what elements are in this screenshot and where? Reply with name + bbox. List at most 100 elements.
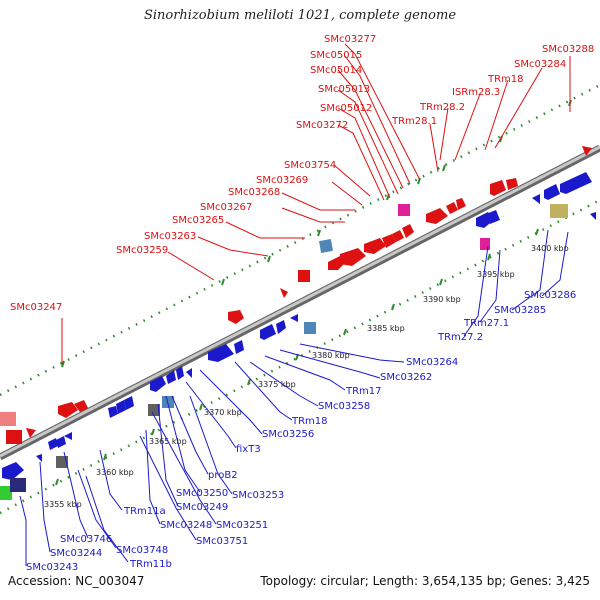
gene-label: SMc05015 xyxy=(310,50,362,61)
gene-label: SMc03251 xyxy=(216,520,268,531)
gene-feature xyxy=(108,406,118,418)
upper-gene-labels: SMc03277 SMc05015 SMc05014 SMc05013 SMc0… xyxy=(10,34,594,313)
gene-label: TRm11a xyxy=(123,506,166,517)
gene-feature xyxy=(456,198,466,210)
gene-label: SMc03754 xyxy=(284,160,336,171)
scale-label: 3395 kbp xyxy=(477,270,515,279)
gene-feature xyxy=(364,238,386,254)
gene-label: SMc03268 xyxy=(228,187,280,198)
gene-feature xyxy=(486,210,500,224)
gene-label: SMc03264 xyxy=(406,357,458,368)
gene-feature xyxy=(506,178,518,190)
gene-feature xyxy=(260,324,276,340)
gene-label: SMc03250 xyxy=(176,488,228,499)
scale-label: 3375 kbp xyxy=(258,380,296,389)
gene-feature xyxy=(582,146,592,156)
gene-feature xyxy=(148,404,160,416)
gene-label: SMc03267 xyxy=(200,202,252,213)
gene-label: SMc03262 xyxy=(380,372,432,383)
gene-label: SMc03253 xyxy=(232,490,284,501)
gene-feature xyxy=(56,436,66,448)
gene-feature xyxy=(234,340,244,354)
gene-label: SMc03286 xyxy=(524,290,576,301)
gene-feature xyxy=(186,368,192,378)
gene-label: SMc03248 xyxy=(160,520,212,531)
lower-leader-lines xyxy=(19,229,569,566)
scale-label: 3370 kbp xyxy=(204,408,242,417)
gene-label: proB2 xyxy=(208,470,238,481)
gene-label: SMc05012 xyxy=(320,103,372,114)
gene-label: SMc03277 xyxy=(324,34,376,45)
gene-feature xyxy=(560,172,592,194)
genome-backbone xyxy=(0,144,600,461)
gene-feature xyxy=(2,462,24,480)
gene-label: SMc03243 xyxy=(26,562,78,573)
gene-feature xyxy=(6,430,22,444)
gene-label: SMc03746 xyxy=(60,534,112,545)
gene-feature xyxy=(176,366,184,380)
gene-feature xyxy=(446,202,458,214)
gene-label: SMc03247 xyxy=(10,302,62,313)
lower-gene-labels: SMc03264 SMc03262 TRm17 SMc03258 TRm18 S… xyxy=(26,290,576,573)
gene-label: SMc03249 xyxy=(176,502,228,513)
gene-feature xyxy=(56,456,68,468)
gene-feature xyxy=(166,370,176,384)
genome-summary: Topology: circular; Length: 3,654,135 bp… xyxy=(260,574,590,588)
gene-feature xyxy=(590,212,596,220)
gene-feature xyxy=(116,400,126,414)
gene-feature xyxy=(74,400,88,412)
lower-strand-features xyxy=(0,172,596,500)
gene-feature xyxy=(532,194,540,204)
gene-feature xyxy=(280,288,288,298)
gene-label: TRm28.2 xyxy=(419,102,465,113)
scale-label: 3390 kbp xyxy=(423,295,461,304)
gene-label: SMc03288 xyxy=(542,44,594,55)
gene-feature xyxy=(58,402,78,418)
scale-labels: 3355 kbp 3360 kbp 3365 kbp 3370 kbp 3375… xyxy=(44,244,569,509)
gene-feature xyxy=(319,239,333,253)
scale-label: 3380 kbp xyxy=(312,351,350,360)
gene-label: SMc03272 xyxy=(296,120,348,131)
gene-feature xyxy=(36,454,42,462)
gene-feature xyxy=(382,234,396,248)
gene-label: SMc03285 xyxy=(494,305,546,316)
gene-label: SMc03751 xyxy=(196,536,248,547)
gene-feature xyxy=(228,310,244,324)
gene-label: SMc03258 xyxy=(318,401,370,412)
upper-leader-lines xyxy=(61,43,571,364)
gene-label: TRm27.1 xyxy=(463,318,509,329)
gene-feature xyxy=(304,322,316,334)
gene-feature xyxy=(208,344,234,362)
gene-feature xyxy=(392,230,404,242)
upper-track-dots xyxy=(0,83,600,397)
gene-feature xyxy=(48,438,58,450)
lower-track-dots xyxy=(0,198,600,515)
gene-feature xyxy=(544,184,560,200)
gene-feature xyxy=(0,412,16,426)
gene-label: SMc05013 xyxy=(318,84,370,95)
gene-label: TRm11b xyxy=(129,559,172,570)
gene-feature xyxy=(490,180,506,196)
gene-label: ISRm28.3 xyxy=(452,87,500,98)
gene-label: TRm27.2 xyxy=(437,332,483,343)
gene-feature xyxy=(0,486,12,500)
scale-label: 3355 kbp xyxy=(44,500,82,509)
gene-label: TRm18 xyxy=(291,416,328,427)
gene-label: SMc03265 xyxy=(172,215,224,226)
gene-label: TRm28.1 xyxy=(391,116,437,127)
gene-label: SMc05014 xyxy=(310,65,362,76)
gene-feature xyxy=(426,208,448,224)
gene-label: fixT3 xyxy=(236,444,261,455)
gene-label: SMc03263 xyxy=(144,231,196,242)
gene-feature xyxy=(124,396,134,410)
gene-label: TRm17 xyxy=(345,386,382,397)
gene-feature xyxy=(276,320,286,334)
gene-label: SMc03284 xyxy=(514,59,566,70)
gene-label: SMc03244 xyxy=(50,548,102,559)
gene-feature xyxy=(64,432,72,440)
gene-feature xyxy=(340,248,366,266)
gene-feature xyxy=(26,428,36,438)
upper-strand-features xyxy=(0,146,592,444)
accession-label: Accession: NC_003047 xyxy=(8,574,145,588)
